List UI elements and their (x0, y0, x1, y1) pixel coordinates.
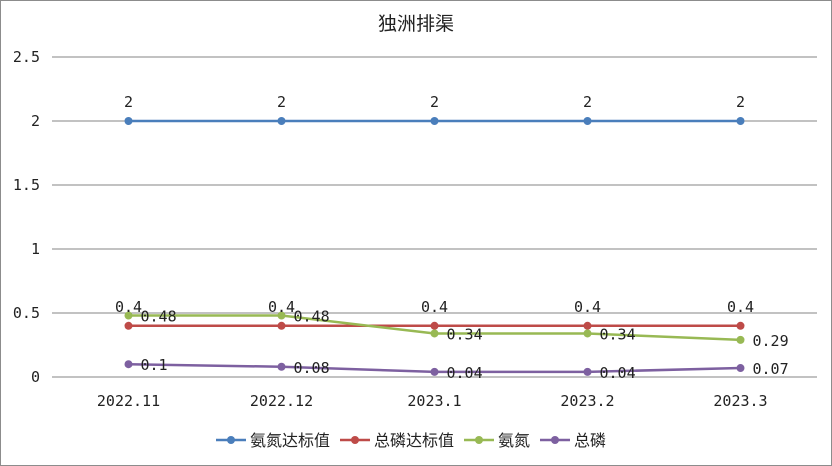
x-tick-label: 2022.11 (97, 392, 160, 410)
data-point (736, 117, 745, 125)
data-point (736, 335, 745, 344)
data-label: 2 (277, 93, 286, 111)
data-label: 0.07 (753, 360, 789, 378)
legend-label: 总磷达标值 (374, 431, 454, 450)
x-tick-label: 2023.2 (560, 392, 614, 410)
data-label: 0.34 (600, 325, 636, 343)
chart-title: 独洲排渠 (378, 13, 454, 35)
data-label: 0.4 (115, 298, 142, 316)
data-point (277, 311, 286, 320)
y-tick-label: 2 (31, 112, 40, 130)
y-tick-label: 0.5 (13, 304, 40, 322)
data-point (277, 321, 286, 330)
data-label: 2 (124, 93, 133, 111)
data-point (736, 364, 745, 373)
legend-swatch-marker (227, 436, 235, 444)
data-label: 0.4 (268, 298, 295, 316)
data-label: 0.04 (447, 364, 483, 382)
legend-item: 总磷 (540, 431, 606, 450)
data-label: 0.29 (753, 332, 789, 350)
x-tick-label: 2023.3 (713, 392, 767, 410)
data-label: 2 (430, 93, 439, 111)
data-label: 0.4 (574, 298, 601, 316)
data-label: 0.08 (294, 359, 330, 377)
data-labels: 2 2 2 2 20.4 0.4 0.4 0.4 0.40.48 0.480.34 0.34 0.29… (115, 93, 789, 382)
data-label: 0.4 (727, 298, 754, 316)
data-label: 0.48 (294, 308, 330, 326)
series-group (124, 117, 745, 376)
y-tick-label: 2.5 (13, 48, 40, 66)
legend-item: 总磷达标值 (340, 431, 454, 450)
x-tick-label: 2023.1 (407, 392, 461, 410)
data-point (583, 329, 592, 338)
y-tick-label: 1 (31, 240, 40, 258)
x-axis-ticks: 2022.11 2022.12 2023.1 2023.2 2023.3 (97, 392, 768, 410)
legend-label: 氨氮 (498, 431, 530, 450)
legend-swatch-marker (475, 436, 483, 444)
data-point (430, 329, 439, 338)
legend-item: 氨氮达标值 (216, 431, 330, 450)
data-point (430, 321, 439, 330)
y-tick-label: 0 (31, 368, 40, 386)
data-label: 0.1 (141, 356, 168, 374)
data-point (583, 117, 592, 125)
legend-label: 氨氮达标值 (250, 431, 330, 450)
data-label: 0.4 (421, 298, 448, 316)
data-point (583, 321, 592, 330)
legend-swatch-marker (551, 436, 559, 444)
legend-item: 氨氮 (464, 431, 530, 450)
legend-swatch-marker (351, 436, 359, 444)
data-label: 2 (736, 93, 745, 111)
data-label: 2 (583, 93, 592, 111)
legend: 氨氮达标值 总磷达标值 氨氮 总磷 (216, 431, 606, 450)
data-point (430, 367, 439, 376)
data-label: 0.48 (141, 308, 177, 326)
data-label: 0.34 (447, 325, 483, 343)
data-point (124, 360, 133, 369)
data-point (736, 321, 745, 330)
data-label: 0.04 (600, 364, 636, 382)
y-tick-label: 1.5 (13, 176, 40, 194)
x-tick-label: 2022.12 (250, 392, 313, 410)
data-point (124, 311, 133, 320)
y-axis-ticks: 0 0.5 1 1.5 2 2.5 (13, 48, 40, 386)
data-point (277, 362, 286, 371)
data-point (277, 117, 286, 125)
data-point (124, 117, 133, 125)
data-point (430, 117, 439, 125)
data-point (583, 367, 592, 376)
legend-label: 总磷 (574, 431, 606, 450)
data-point (124, 321, 133, 330)
